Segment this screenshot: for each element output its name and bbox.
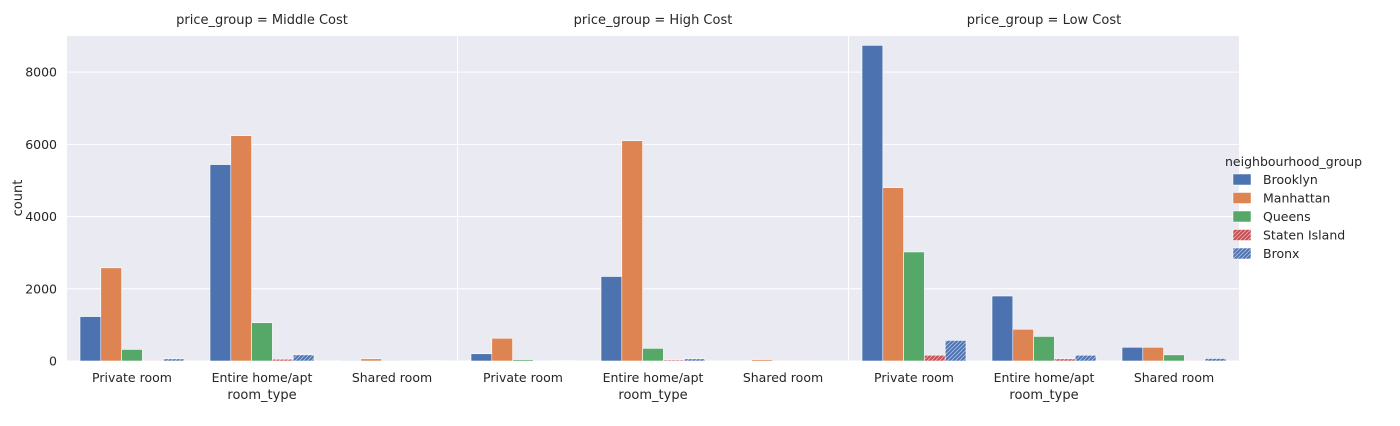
bar	[1013, 329, 1034, 361]
bar	[1122, 347, 1143, 361]
bar	[945, 340, 966, 361]
bar	[231, 136, 252, 361]
legend-label: Brooklyn	[1263, 172, 1318, 187]
bar	[122, 349, 143, 361]
bar	[513, 360, 534, 361]
bar	[752, 360, 773, 361]
bar	[1143, 347, 1164, 361]
x-tick-label: Shared room	[1134, 370, 1214, 385]
bar	[1205, 358, 1226, 361]
x-tick-label: Shared room	[352, 370, 432, 385]
x-tick-label: Entire home/apt	[994, 370, 1095, 385]
legend-label: Queens	[1263, 209, 1311, 224]
panel-background	[67, 36, 457, 361]
x-tick-label: Private room	[483, 370, 563, 385]
y-tick-label: 8000	[25, 65, 57, 80]
y-axis-label: count	[11, 180, 26, 217]
bar	[883, 188, 904, 361]
bar	[340, 360, 361, 361]
bar	[1164, 355, 1185, 361]
bar	[1034, 336, 1055, 361]
bar	[904, 252, 925, 361]
bar	[101, 268, 122, 361]
bar	[142, 360, 163, 361]
bar	[272, 359, 293, 361]
panel-background	[458, 36, 848, 361]
bar	[643, 348, 664, 361]
x-tick-label: Shared room	[743, 370, 823, 385]
x-axis-label: room_type	[618, 388, 687, 403]
bar	[80, 317, 101, 361]
legend-label: Staten Island	[1263, 228, 1345, 243]
y-tick-label: 2000	[25, 281, 57, 296]
panel-title: price_group = Middle Cost	[176, 13, 348, 28]
bar	[1184, 360, 1205, 361]
legend-swatch	[1233, 230, 1251, 241]
bar	[684, 359, 705, 361]
bar	[1075, 355, 1096, 361]
y-tick-label: 4000	[25, 209, 57, 224]
bar	[924, 355, 945, 361]
bar	[492, 338, 513, 361]
legend-label: Manhattan	[1263, 191, 1330, 206]
x-axis-label: room_type	[227, 388, 296, 403]
x-tick-label: Private room	[92, 370, 172, 385]
bar	[663, 360, 684, 361]
legend-swatch	[1233, 174, 1251, 185]
bar	[293, 355, 314, 361]
legend-title: neighbourhood_group	[1225, 154, 1362, 169]
bar	[471, 354, 492, 361]
legend-swatch	[1233, 211, 1251, 222]
y-tick-label: 6000	[25, 137, 57, 152]
bar	[163, 359, 184, 361]
legend-label: Bronx	[1263, 246, 1299, 261]
x-tick-label: Entire home/apt	[212, 370, 313, 385]
panel-title: price_group = High Cost	[574, 13, 733, 28]
bar	[992, 296, 1013, 361]
x-axis-label: room_type	[1009, 388, 1078, 403]
x-tick-label: Entire home/apt	[603, 370, 704, 385]
y-tick-label: 0	[49, 354, 57, 369]
bar	[601, 277, 622, 362]
bar	[622, 141, 643, 361]
bar	[1054, 359, 1075, 361]
x-tick-label: Private room	[874, 370, 954, 385]
bar	[382, 360, 403, 361]
bar	[210, 165, 231, 361]
legend-swatch	[1233, 193, 1251, 204]
bar	[862, 45, 883, 361]
panel-title: price_group = Low Cost	[967, 13, 1121, 28]
bar	[361, 359, 382, 361]
bar	[252, 323, 273, 361]
legend-swatch	[1233, 248, 1251, 259]
